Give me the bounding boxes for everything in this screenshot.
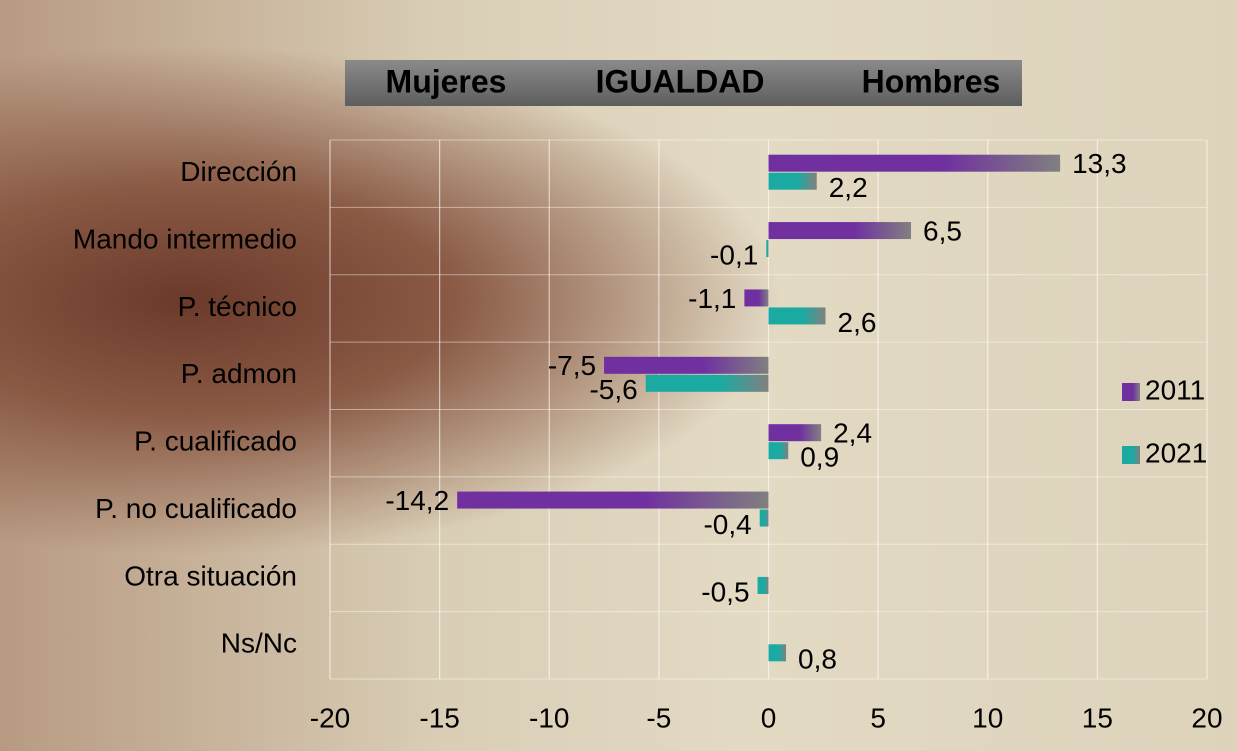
bar [744, 289, 769, 307]
bar [604, 356, 769, 374]
bar [759, 509, 769, 527]
bar [768, 644, 787, 662]
data-label: -14,2 [385, 485, 449, 516]
data-label: 2,6 [838, 307, 877, 338]
data-label: -5,6 [589, 374, 637, 405]
legend-label: 2021 [1145, 437, 1207, 468]
x-tick-label: 15 [1082, 702, 1113, 733]
data-label: 0,8 [798, 644, 837, 675]
data-label: -1,1 [688, 283, 736, 314]
bar [457, 491, 769, 509]
title-left: Mujeres [386, 63, 507, 99]
legend-swatch [1122, 383, 1140, 401]
x-tick-label: -5 [646, 702, 671, 733]
data-label: -0,5 [701, 576, 749, 607]
title-box [345, 60, 1022, 106]
legend-swatch [1122, 446, 1140, 464]
y-tick-label: P. no cualificado [95, 493, 297, 524]
data-label: 2,2 [829, 172, 868, 203]
bar [768, 307, 826, 325]
title-right: Hombres [862, 63, 1001, 99]
data-label: 6,5 [923, 215, 962, 246]
data-label: -0,1 [710, 239, 758, 270]
data-label: 2,4 [833, 418, 872, 449]
bar [768, 154, 1061, 172]
y-tick-label: Dirección [180, 156, 297, 187]
bar [768, 222, 912, 240]
x-tick-label: 10 [972, 702, 1003, 733]
data-label: 13,3 [1072, 148, 1127, 179]
title-center: IGUALDAD [596, 63, 765, 99]
x-tick-label: 5 [870, 702, 886, 733]
x-tick-label: -10 [529, 702, 569, 733]
bar [757, 576, 769, 594]
data-label: -7,5 [548, 350, 596, 381]
y-tick-label: Otra situación [124, 560, 297, 591]
y-tick-label: P. admon [181, 358, 297, 389]
x-tick-label: 0 [761, 702, 777, 733]
y-tick-label: Ns/Nc [221, 628, 297, 659]
x-tick-label: 20 [1191, 702, 1222, 733]
bar [645, 374, 769, 392]
bar [768, 424, 822, 442]
x-tick-label: -20 [310, 702, 350, 733]
y-tick-label: P. técnico [178, 291, 297, 322]
data-label: -0,4 [703, 509, 751, 540]
data-label: 0,9 [800, 442, 839, 473]
bar [768, 442, 789, 460]
y-tick-label: Mando intermedio [73, 223, 297, 254]
bar [768, 172, 817, 190]
legend-label: 2011 [1145, 374, 1205, 405]
y-tick-label: P. cualificado [134, 426, 297, 457]
bar [766, 240, 769, 258]
x-tick-label: -15 [419, 702, 459, 733]
